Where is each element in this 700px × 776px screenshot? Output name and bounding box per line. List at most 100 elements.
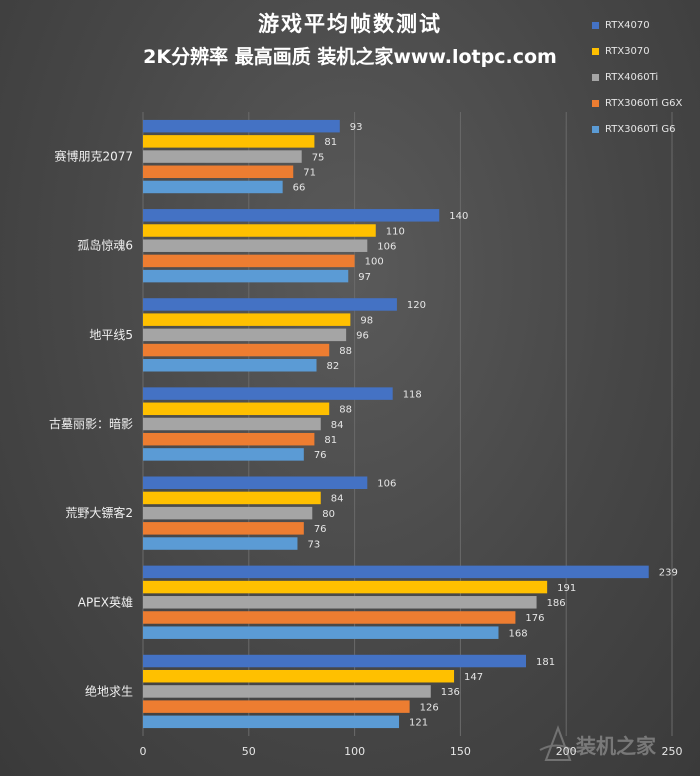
bar — [143, 565, 649, 579]
bar — [143, 700, 410, 713]
x-tick-label: 0 — [140, 745, 147, 758]
bar — [143, 417, 321, 431]
bar-value-label: 191 — [557, 583, 576, 594]
bar-value-label: 168 — [508, 628, 527, 639]
bar — [143, 580, 548, 594]
bar-value-label: 97 — [358, 272, 371, 283]
bar-value-label: 121 — [409, 718, 428, 729]
legend-swatch — [592, 125, 599, 133]
bar — [143, 135, 315, 148]
legend-item: RTX3060Ti G6 — [592, 116, 682, 142]
bar — [143, 611, 516, 624]
bar — [143, 254, 355, 268]
category-label: 孤岛惊魂6 — [77, 238, 133, 253]
bar-value-label: 140 — [449, 211, 468, 222]
x-tick-label: 50 — [242, 745, 256, 758]
bar-value-label: 84 — [331, 494, 344, 505]
x-tick-label: 150 — [450, 745, 471, 758]
bar — [143, 359, 317, 372]
legend-item: RTX3060Ti G6X — [592, 90, 682, 116]
bar-value-label: 88 — [339, 405, 352, 416]
bar-value-label: 76 — [314, 450, 327, 461]
bar-value-label: 73 — [307, 539, 320, 550]
bar-value-label: 84 — [331, 420, 344, 431]
bar-value-label: 81 — [324, 435, 337, 446]
category-label: 赛博朋克2077 — [54, 149, 133, 164]
bar — [143, 387, 393, 400]
chart-legend: RTX4070 RTX3070 RTX4060Ti RTX3060Ti G6X RTX3… — [592, 12, 682, 142]
legend-swatch — [592, 73, 599, 81]
chart-title: 游戏平均帧数测试 — [258, 12, 442, 36]
legend-item: RTX3070 — [592, 38, 682, 64]
bar — [143, 596, 537, 609]
bar — [143, 476, 368, 489]
bar-value-label: 98 — [360, 315, 373, 326]
legend-item: RTX4070 — [592, 12, 682, 38]
legend-label: RTX4060Ti — [605, 71, 659, 83]
bar-value-label: 186 — [547, 598, 566, 609]
bar — [143, 239, 368, 252]
bar-value-label: 118 — [403, 389, 422, 400]
bar — [143, 685, 431, 698]
bar — [143, 654, 526, 668]
x-tick-label: 250 — [662, 745, 683, 758]
bar — [143, 298, 397, 311]
legend-label: RTX3070 — [605, 45, 650, 57]
category-label: APEX英雄 — [78, 594, 133, 609]
bar-value-label: 71 — [303, 168, 316, 179]
bar-value-label: 96 — [356, 331, 369, 342]
bar-value-label: 176 — [525, 613, 544, 624]
bar — [143, 491, 321, 505]
category-label: 地平线5 — [89, 328, 133, 342]
chart-subtitle: 2K分辨率 最高画质 装机之家www.lotpc.com — [143, 46, 557, 68]
bar — [143, 165, 294, 179]
bar-value-label: 93 — [350, 122, 363, 133]
bar — [143, 328, 347, 342]
bar — [143, 150, 302, 163]
bar — [143, 432, 315, 446]
bar-value-label: 239 — [659, 568, 678, 579]
category-label: 古墓丽影：暗影 — [49, 416, 133, 431]
bar — [143, 448, 304, 461]
bar-value-label: 181 — [536, 657, 555, 668]
watermark-text: 装机之家 — [576, 734, 656, 758]
bar-value-label: 82 — [327, 361, 340, 372]
legend-swatch — [592, 99, 599, 107]
bar-value-label: 88 — [339, 346, 352, 357]
legend-swatch — [592, 47, 599, 55]
bar — [143, 209, 440, 222]
legend-label: RTX3060Ti G6 — [605, 123, 676, 135]
bar-value-label: 106 — [377, 478, 396, 489]
category-label: 荒野大镖客2 — [65, 505, 133, 520]
bar — [143, 537, 298, 550]
bar — [143, 626, 499, 639]
bar — [143, 506, 313, 520]
bar — [143, 715, 400, 729]
bar — [143, 180, 283, 194]
bar-value-label: 75 — [312, 152, 325, 163]
bar — [143, 224, 376, 237]
bar-value-label: 81 — [324, 137, 337, 148]
bar — [143, 269, 349, 283]
category-label: 绝地求生 — [85, 683, 133, 698]
bar-value-label: 136 — [441, 687, 460, 698]
bar — [143, 343, 330, 357]
watermark-logo — [539, 725, 577, 761]
bar — [143, 522, 304, 535]
bar-value-label: 80 — [322, 509, 335, 520]
bar-value-label: 66 — [293, 183, 306, 194]
bar — [143, 669, 455, 683]
legend-swatch — [592, 21, 599, 29]
legend-label: RTX3060Ti G6X — [605, 97, 683, 109]
bar-value-label: 76 — [314, 524, 327, 535]
bar-value-label: 110 — [386, 226, 405, 237]
x-tick-label: 100 — [344, 745, 365, 758]
bar-value-label: 106 — [377, 241, 396, 252]
x-tick-label: 200 — [556, 745, 577, 758]
legend-label: RTX4070 — [605, 19, 650, 31]
legend-item: RTX4060Ti — [592, 64, 682, 90]
bar-value-label: 147 — [464, 672, 483, 683]
bar-value-label: 126 — [420, 702, 439, 713]
bar — [143, 119, 340, 133]
